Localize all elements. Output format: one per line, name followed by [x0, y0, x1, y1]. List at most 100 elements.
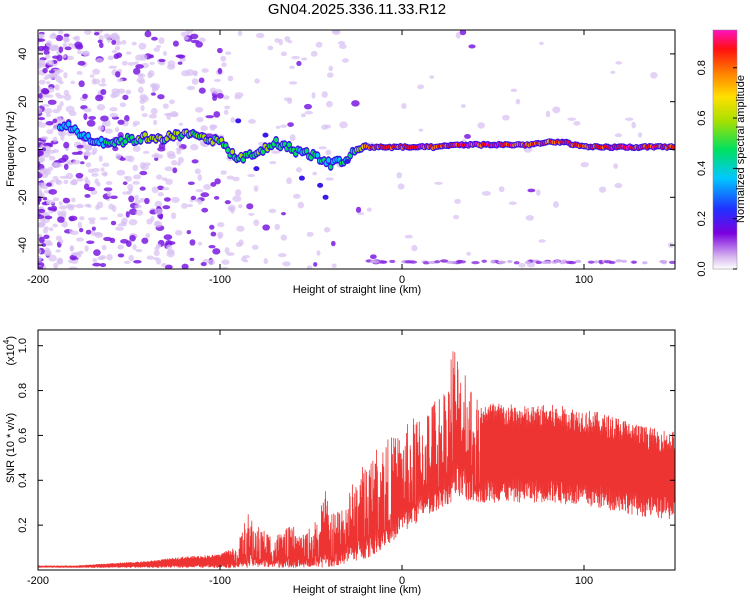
noise-blob — [44, 74, 52, 79]
noise-blob — [119, 102, 127, 108]
noise-blob — [454, 198, 461, 204]
noise-band-blob — [513, 261, 520, 265]
noise-blob — [58, 30, 64, 35]
noise-blob — [269, 161, 277, 165]
ridge-mark — [328, 164, 333, 170]
noise-blob — [139, 93, 148, 101]
side-feature — [344, 158, 351, 164]
noise-blob — [175, 54, 184, 58]
noise-blob — [168, 99, 175, 105]
noise-blob — [40, 136, 49, 140]
noise-blob — [306, 231, 314, 237]
noise-blob — [613, 163, 618, 169]
noise-blob — [366, 207, 372, 212]
noise-blob — [100, 88, 107, 96]
noise-blob — [84, 203, 91, 208]
noise-blob — [275, 125, 281, 129]
noise-blob — [171, 196, 180, 204]
noise-band-blob — [535, 260, 542, 265]
y-tick-label: 0.2 — [17, 517, 29, 532]
noise-blob — [355, 206, 362, 214]
noise-blob — [181, 70, 190, 77]
noise-blob — [131, 41, 137, 46]
noise-blob — [232, 176, 240, 182]
noise-blob — [83, 107, 92, 113]
noise-blob — [464, 133, 471, 139]
noise-blob — [158, 37, 165, 44]
noise-blob — [235, 189, 242, 197]
noise-blob — [196, 117, 204, 123]
noise-blob — [38, 223, 44, 227]
noise-blob — [63, 179, 69, 185]
noise-blob — [341, 58, 349, 63]
ridge-mark — [86, 133, 91, 139]
noise-blob — [74, 35, 81, 42]
noise-band-blob — [490, 259, 496, 263]
noise-blob — [57, 216, 65, 223]
noise-band-blob — [524, 260, 531, 265]
noise-blob — [41, 147, 47, 152]
ridge-mark — [226, 147, 231, 153]
noise-blob — [103, 187, 113, 192]
noise-blob — [224, 200, 231, 205]
noise-blob — [101, 244, 107, 251]
noise-blob — [117, 119, 125, 125]
noise-blob — [214, 178, 221, 185]
noise-blob — [110, 220, 117, 226]
noise-blob — [55, 235, 63, 241]
noise-blob — [133, 174, 142, 180]
noise-blob — [59, 101, 64, 107]
noise-blob — [158, 143, 166, 150]
noise-blob — [303, 103, 313, 110]
noise-blob — [460, 104, 466, 109]
noise-band-blob — [621, 259, 628, 263]
noise-blob — [316, 250, 321, 256]
noise-blob — [191, 78, 199, 85]
noise-band-blob — [568, 261, 577, 265]
noise-blob — [43, 234, 50, 240]
noise-blob — [515, 98, 521, 105]
noise-blob — [198, 37, 206, 43]
noise-blob — [304, 110, 313, 115]
noise-blob — [86, 187, 96, 192]
noise-blob — [123, 260, 131, 265]
noise-blob — [48, 69, 55, 74]
noise-blob — [55, 179, 63, 186]
noise-blob — [216, 93, 224, 99]
noise-blob — [38, 255, 42, 262]
noise-band-blob — [603, 260, 613, 264]
noise-blob — [157, 191, 164, 197]
noise-blob — [52, 149, 60, 154]
noise-blob — [58, 46, 64, 54]
colorbar-gradient — [713, 30, 737, 269]
noise-blob — [44, 108, 53, 114]
noise-blob — [246, 203, 254, 210]
noise-blob — [280, 51, 287, 57]
ridge-mark — [315, 153, 320, 158]
x-tick-label: -200 — [27, 274, 49, 286]
noise-blob — [38, 182, 45, 186]
noise-blob — [117, 213, 124, 218]
noise-blob — [38, 38, 42, 42]
noise-blob — [192, 70, 198, 76]
noise-blob — [107, 55, 114, 61]
noise-blob — [139, 197, 146, 203]
noise-blob — [61, 154, 69, 161]
noise-blob — [115, 226, 124, 231]
noise-blob — [339, 43, 347, 50]
noise-blob — [122, 94, 129, 101]
noise-blob — [114, 45, 121, 51]
noise-blob — [76, 70, 83, 75]
ridge-mark — [260, 149, 265, 155]
noise-blob — [63, 72, 68, 79]
noise-blob — [106, 190, 112, 197]
noise-blob — [271, 150, 281, 154]
noise-blob — [163, 197, 171, 202]
noise-blob — [44, 239, 52, 246]
noise-blob — [91, 226, 96, 231]
noise-blob — [262, 224, 270, 231]
snr-y-multiplier: (x104) — [2, 336, 17, 366]
noise-blob — [72, 252, 81, 257]
noise-blob — [38, 107, 43, 115]
noise-blob — [117, 253, 125, 258]
